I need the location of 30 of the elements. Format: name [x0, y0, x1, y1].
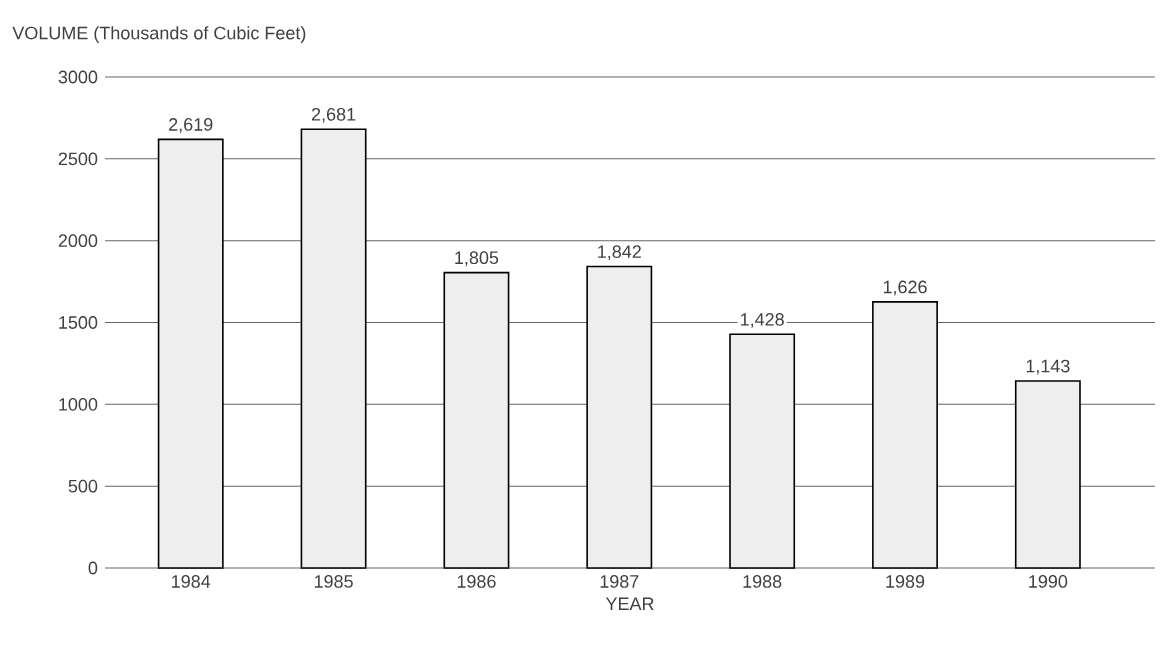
data-label: 2,681	[311, 107, 356, 123]
data-label: 1,805	[455, 251, 499, 267]
bar	[586, 265, 653, 569]
y-tick-label: 1500	[59, 316, 98, 329]
y-axis-title: VOLUME (Thousands of Cubic Feet)	[12, 26, 306, 43]
x-tick-label: 1990	[1029, 575, 1068, 588]
x-tick-label: 1987	[600, 575, 639, 588]
bar	[872, 301, 938, 569]
y-tick-label: 2000	[58, 234, 98, 248]
data-label: 1,626	[883, 280, 927, 296]
y-tick-label: 2500	[58, 152, 98, 166]
x-tick-label: 1988	[743, 575, 782, 588]
y-tick-label: 500	[68, 479, 98, 493]
bar	[443, 271, 510, 569]
y-tick-label: 1000	[59, 397, 98, 411]
x-tick-label: 1985	[314, 575, 353, 588]
x-tick-label: 1984	[172, 575, 211, 588]
y-tick-label: 0	[88, 561, 98, 575]
data-label: 2,619	[169, 118, 213, 133]
data-label: 1,143	[1026, 359, 1070, 375]
bar	[157, 138, 224, 569]
x-axis-title: YEAR	[605, 597, 654, 610]
x-tick-label: 1986	[457, 575, 496, 588]
data-label: 1,842	[598, 245, 641, 261]
bar	[300, 128, 367, 569]
bar	[729, 333, 796, 569]
x-tick-label: 1989	[886, 575, 925, 588]
data-label: 1,428	[741, 313, 784, 328]
bar	[1014, 380, 1081, 569]
y-tick-label: 3000	[58, 70, 98, 84]
